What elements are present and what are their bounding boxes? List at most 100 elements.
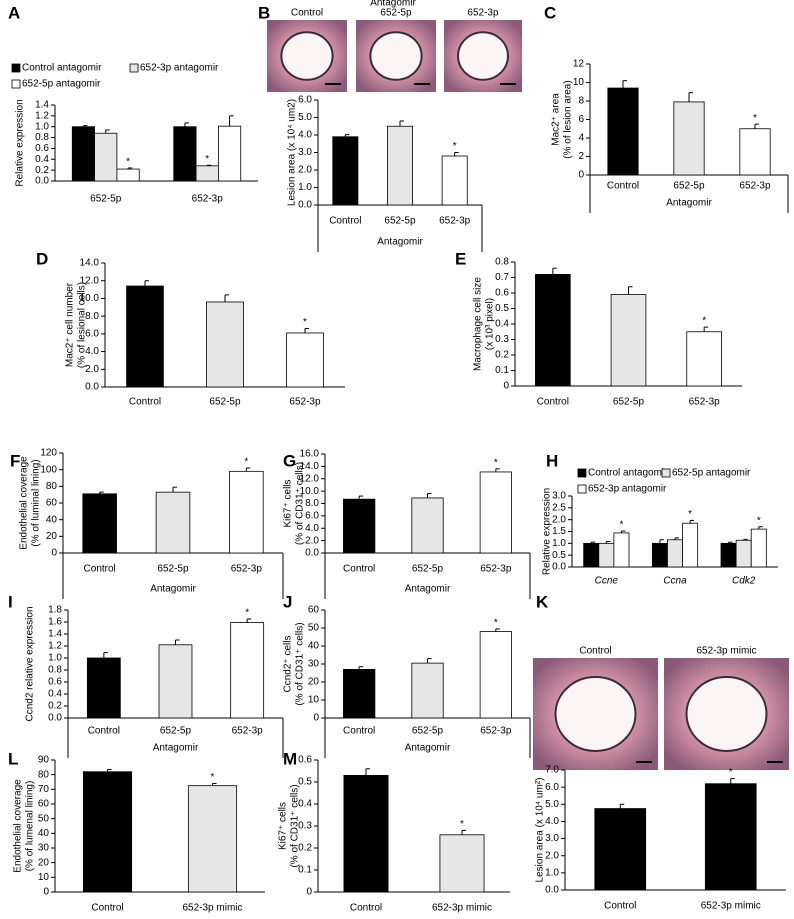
y-tick-label: 0.2 (298, 843, 312, 854)
y-axis-title: Ccnd2⁺ cells (283, 636, 294, 693)
y-axis-title: Endothelial coverage (13, 779, 24, 873)
error-bar (172, 486, 177, 493)
y-tick-label: 0.6 (298, 755, 312, 766)
error-bar (659, 539, 664, 544)
y-tick-label: 90 (38, 755, 50, 766)
bar (116, 168, 140, 182)
bar (286, 332, 324, 388)
bar (82, 771, 133, 893)
y-tick-label: 2 (578, 151, 584, 162)
bar (610, 294, 647, 387)
bar (720, 542, 737, 568)
bar (735, 539, 752, 568)
significance-marker: * (688, 509, 692, 520)
bar (71, 126, 95, 182)
error-bar (495, 468, 500, 472)
x-tick-label: Control (350, 903, 382, 914)
y-tick-label: 1.5 (552, 526, 566, 537)
y-tick-label: 5.0 (298, 112, 312, 123)
y-tick-label: 1.4 (35, 100, 49, 111)
panel-label: D (36, 249, 48, 268)
y-tick-label: 0.0 (48, 713, 62, 724)
x-tick-label: Control (91, 903, 123, 914)
significance-marker: * (494, 457, 498, 468)
bar (206, 301, 244, 388)
bar (479, 471, 512, 554)
error-bar (552, 267, 557, 275)
x-tick-label: 652-3p (689, 397, 721, 408)
y-tick-label: 4.0 (545, 816, 559, 827)
x-tick-label: 652-5p (412, 564, 444, 575)
panel-label: K (536, 592, 549, 611)
x-tick-label: 652-5p (157, 564, 189, 575)
panel: F 0 20 40 60 80 100 120 Endothelial coverage (% o… (10, 448, 284, 599)
error-bar (461, 829, 466, 835)
y-tick-label: 6.0 (545, 782, 559, 793)
y-axis-title: (% of CD31⁺ cells) (295, 462, 306, 545)
y-tick-label: 20 (308, 677, 320, 688)
y-tick-label: 14.0 (300, 461, 320, 472)
error-bar (728, 541, 733, 544)
bar (173, 126, 197, 182)
error-bar (674, 537, 679, 540)
bar (332, 136, 359, 206)
significance-marker: * (245, 608, 249, 619)
y-tick-label: 0.0 (545, 885, 559, 896)
error-bar (605, 540, 611, 544)
bar (82, 493, 117, 554)
x-tick-label: 652-3p (231, 564, 263, 575)
legend-swatch (11, 79, 21, 89)
y-tick-label: 100 (40, 464, 57, 475)
x-tick-label: Control (343, 726, 375, 737)
error-bar (758, 526, 763, 530)
y-axis-title: (% of lesional cells) (77, 282, 88, 368)
y-axis-title: Macrophage cell size (473, 277, 484, 371)
error-bar (622, 80, 627, 89)
bar (158, 644, 193, 719)
y-tick-label: 6 (578, 114, 584, 125)
x-tick-label: 652-3p (192, 194, 224, 205)
y-axis-title: Lesion area (x 10⁴ um²) (535, 778, 546, 883)
y-tick-label: 0.1 (298, 865, 312, 876)
image-label: 652-5p (380, 8, 412, 19)
x-axis-title: Antagomir (666, 198, 712, 209)
y-tick-label: 2.5 (552, 502, 566, 513)
y-axis-title: (% of lumenal lining) (25, 781, 36, 872)
y-tick-label: 10 (308, 695, 320, 706)
x-tick-label: 652-5p (613, 397, 645, 408)
panel: G 0.0 2.04.06.0 8.010.0 12.014.016.0 Ki67⁺ ce… (283, 449, 531, 599)
bar (651, 542, 668, 568)
bar (230, 622, 265, 719)
y-tick-label: 120 (40, 448, 57, 459)
error-bar (730, 778, 735, 784)
y-tick-label: 8.0 (305, 498, 319, 509)
bar (187, 785, 238, 893)
legend-swatch (577, 484, 587, 494)
image-title: Antagomir (370, 0, 416, 9)
y-tick-label: 3.0 (545, 833, 559, 844)
y-axis-title: Ki67⁺ cells (283, 479, 294, 527)
bar (583, 542, 600, 568)
bar (750, 528, 767, 568)
y-tick-label: 1.2 (48, 641, 62, 652)
significance-marker: * (753, 113, 757, 124)
error-bar (212, 782, 217, 786)
y-tick-label: 0 (306, 887, 312, 898)
x-axis-title: Antagomir (377, 237, 423, 248)
y-tick-label: 2.0 (545, 850, 559, 861)
legend-swatch (11, 63, 21, 73)
y-tick-label: 0.5 (552, 550, 566, 561)
x-axis-title: Antagomir (405, 584, 451, 595)
y-tick-label: 12 (573, 59, 585, 70)
y-tick-label: 1.0 (545, 867, 559, 878)
legend-label: 652-5p antagomir (672, 468, 751, 479)
bar (439, 834, 485, 893)
bar (411, 662, 444, 719)
significance-marker: * (303, 317, 307, 328)
bar (387, 125, 413, 206)
y-tick-label: 1.8 (48, 605, 62, 616)
y-axis-title: (% of CD31⁺ cells) (290, 784, 301, 867)
y-axis-title: Relative expression (15, 99, 26, 186)
bar (155, 491, 191, 554)
error-bar (144, 280, 149, 287)
